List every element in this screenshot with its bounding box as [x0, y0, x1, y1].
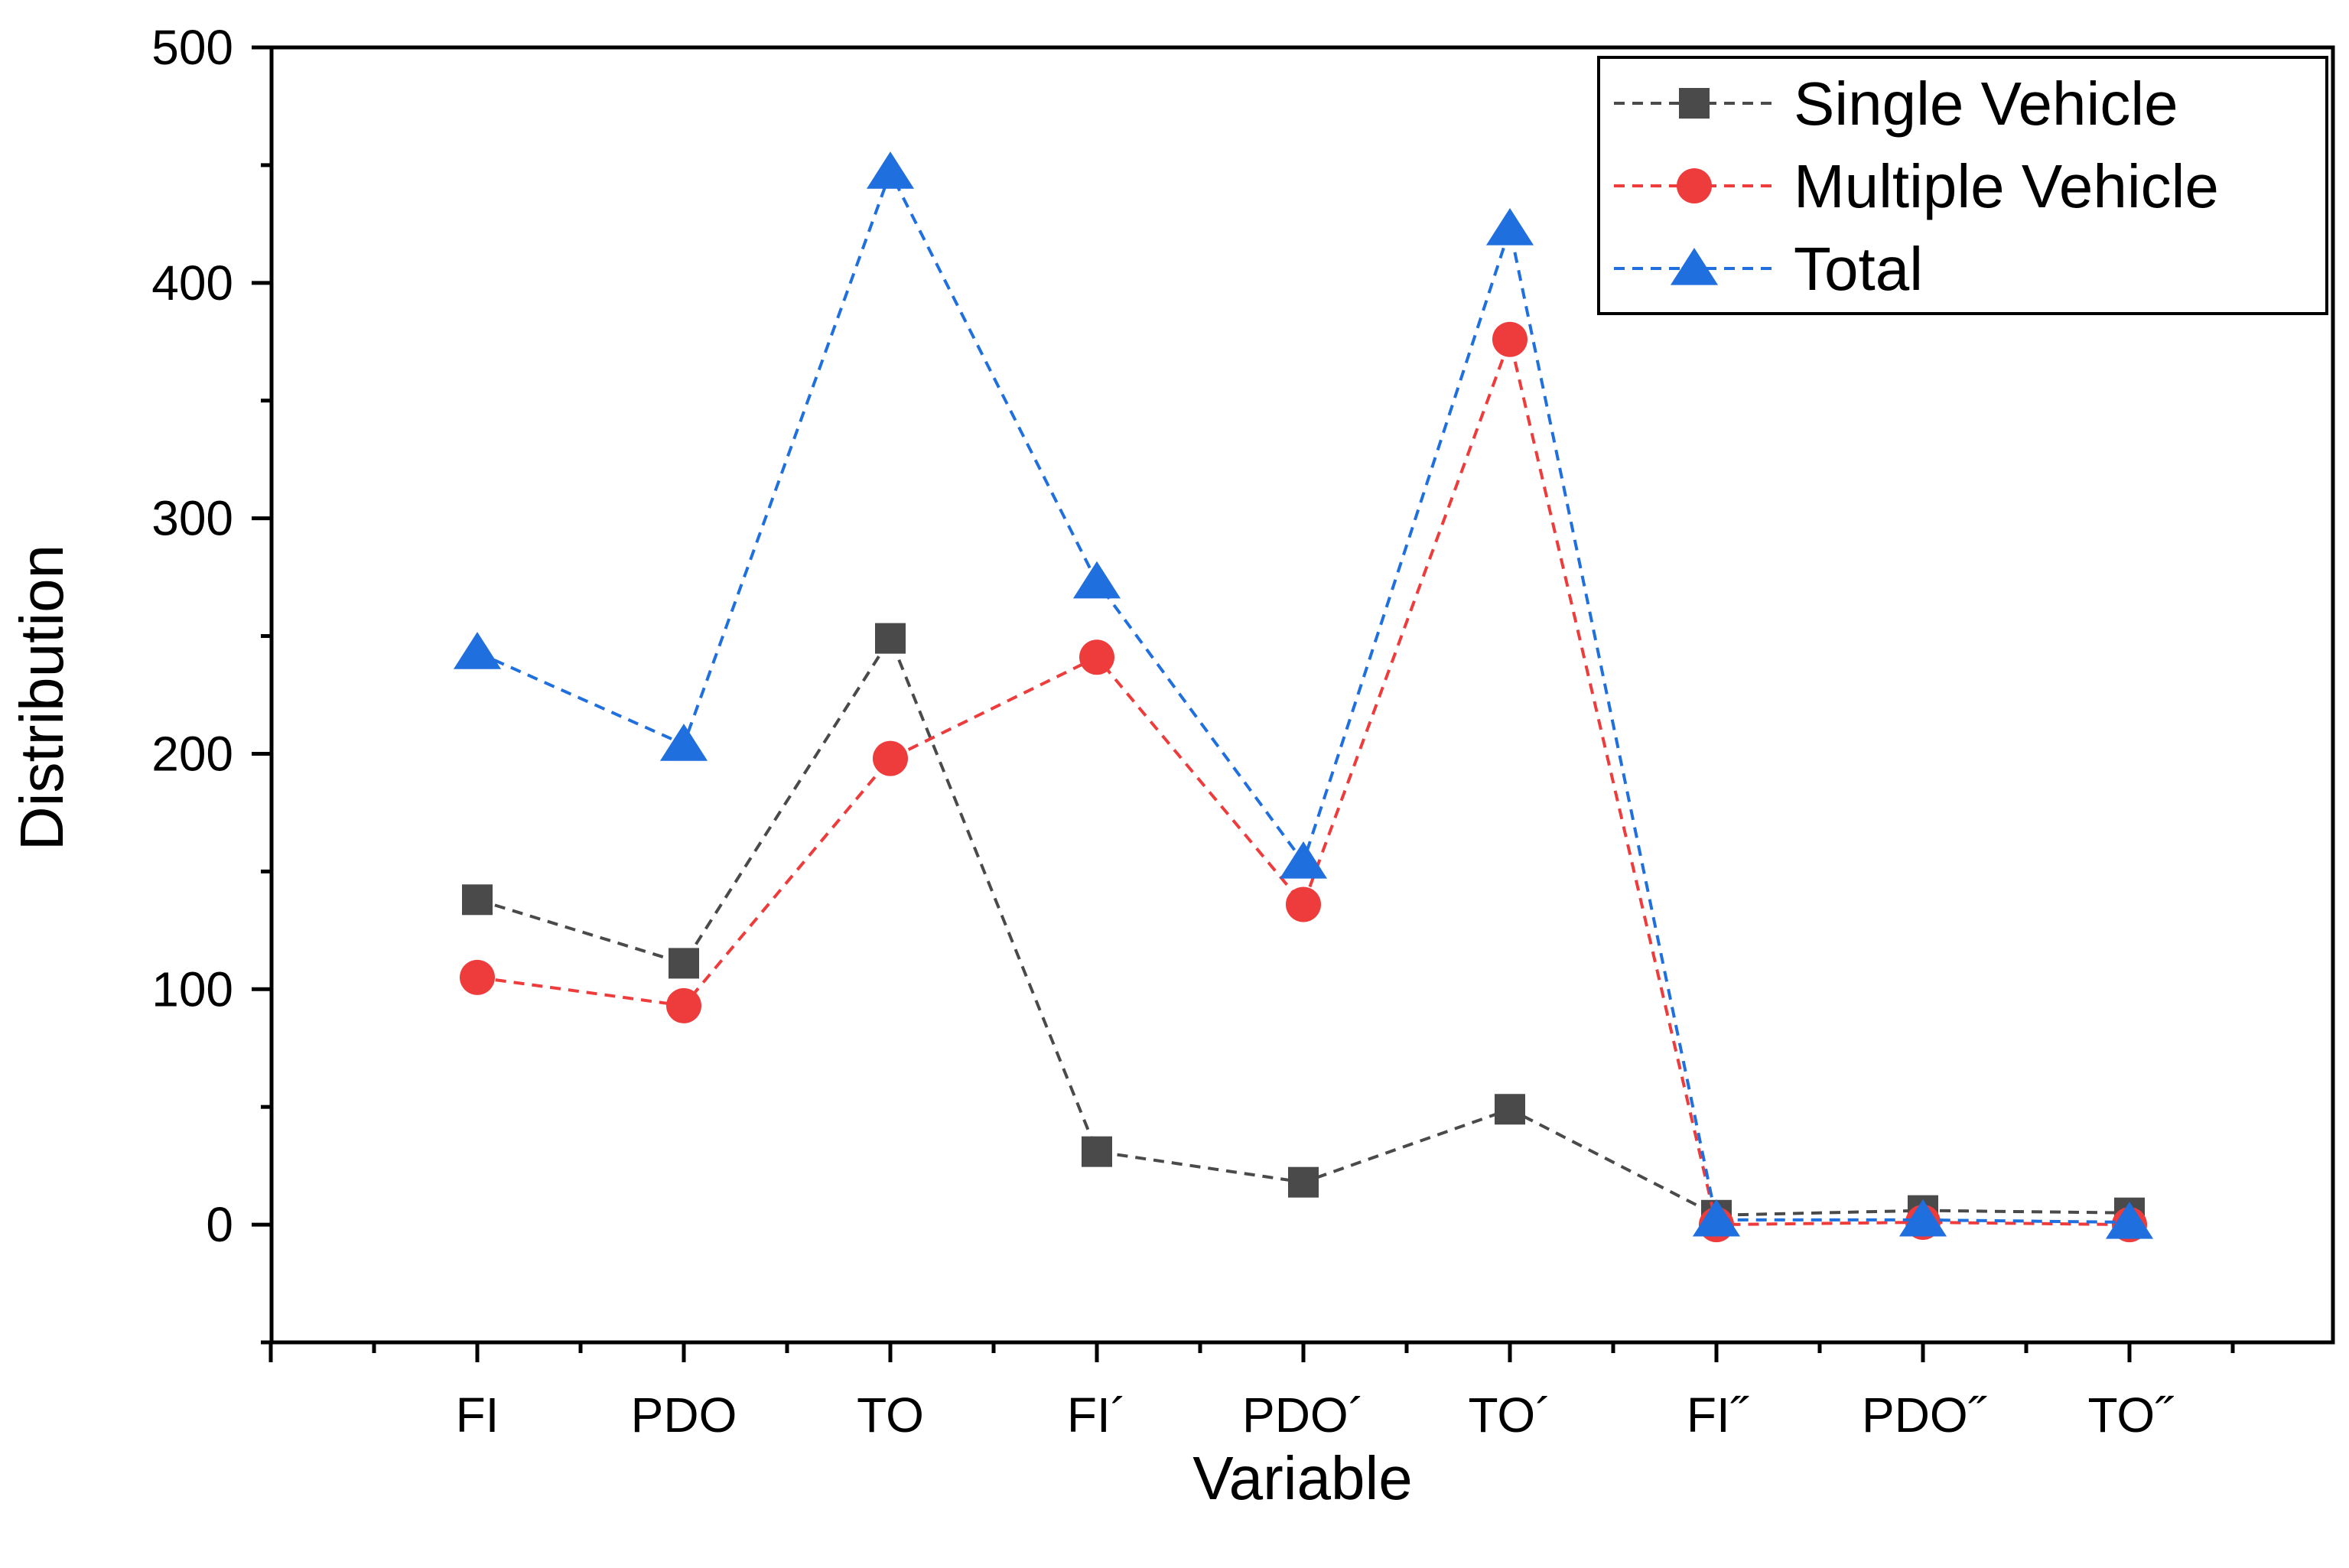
marker-square [1082, 1136, 1112, 1167]
marker-square [875, 623, 906, 654]
marker-square [1288, 1166, 1319, 1198]
marker-circle [1492, 321, 1528, 357]
x-tick-label: TO´ [1468, 1387, 1551, 1443]
x-tick-label: TO [857, 1387, 924, 1443]
marker-circle [666, 987, 701, 1023]
y-tick-label: 300 [151, 491, 233, 546]
marker-circle [460, 959, 495, 995]
x-tick-label: FI [456, 1387, 499, 1443]
y-tick-label: 500 [151, 20, 233, 75]
y-tick-label: 0 [206, 1197, 233, 1252]
marker-square [669, 948, 699, 979]
marker-square [1495, 1094, 1525, 1125]
axes [252, 45, 2335, 1362]
y-tick-label: 400 [151, 255, 233, 311]
x-tick-label: PDO´ [1242, 1387, 1365, 1443]
marker-triangle [659, 724, 708, 761]
series-multiple-vehicle [460, 321, 2147, 1243]
marker-triangle [1072, 561, 1121, 599]
y-axis-title: Distribution [8, 545, 76, 851]
x-tick-label: FI˝ [1687, 1387, 1749, 1443]
marker-triangle [2105, 1202, 2154, 1239]
series-line [477, 333, 2130, 1227]
series-single-vehicle [462, 623, 2145, 1231]
x-tick-label: PDO [631, 1387, 737, 1443]
marker-square [462, 884, 493, 916]
legend-label: Multiple Vehicle [1794, 152, 2219, 220]
marker-circle [1286, 886, 1321, 922]
marker-triangle [1898, 1199, 1947, 1237]
series-total [453, 151, 2154, 1239]
marker-triangle [1692, 1199, 1741, 1237]
marker-square [1679, 88, 1710, 119]
x-axis-title: Variable [1192, 1444, 1413, 1512]
marker-circle [873, 740, 908, 776]
marker-triangle [1670, 248, 1719, 285]
tick-labels: 0 100 200 300 400 500 FI PDO TO FI´ PDO´ TO´ FI˝ PDO˝… [151, 20, 2174, 1443]
marker-circle [1079, 639, 1114, 675]
marker-triangle [1485, 208, 1534, 246]
x-tick-label: PDO˝ [1862, 1387, 1987, 1443]
marker-triangle [866, 151, 915, 189]
marker-circle [1677, 168, 1712, 203]
series-layer [453, 151, 2154, 1243]
legend-label: Total [1794, 235, 1923, 303]
legend: Single Vehicle Multiple Vehicle Total [1597, 56, 2328, 315]
marker-triangle [453, 632, 502, 669]
series-line [477, 635, 2130, 1217]
y-tick-label: 100 [151, 961, 233, 1017]
series-line [477, 168, 2130, 1225]
x-tick-label: FI´ [1067, 1387, 1127, 1443]
legend-box [1597, 56, 2328, 315]
marker-triangle [1279, 841, 1328, 879]
y-tick-label: 200 [151, 726, 233, 781]
legend-label: Single Vehicle [1794, 70, 2178, 138]
x-tick-label: TO˝ [2087, 1387, 2174, 1443]
